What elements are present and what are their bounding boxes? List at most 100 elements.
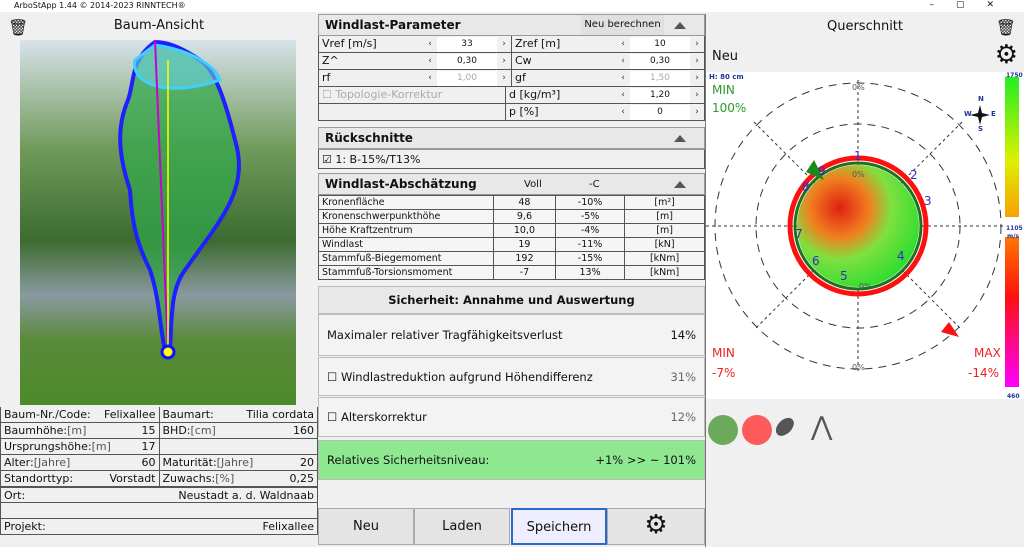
d-label: d [kg/m³] [509, 88, 561, 101]
info-cell[interactable]: Alter:[Jahre] 60 [1, 455, 160, 470]
value-stepper[interactable]: ‹ 10 › [616, 36, 704, 52]
info-cell[interactable]: Baumart: Tilia cordata [162, 408, 315, 421]
ring-label: 0% [852, 170, 865, 179]
param-row: Vref [m/s] ‹ 33 › Zref [m] ‹ 10 › [318, 36, 705, 53]
info-row: Ursprungshöhe:[m] 17 [0, 439, 318, 455]
info-cell[interactable]: BHD:[cm] 160 [162, 424, 315, 437]
recalculate-button[interactable]: Neu berechnen [581, 15, 664, 35]
d-stepper[interactable]: ‹ 1,20 › [616, 87, 704, 103]
max-red-value: -14% [968, 366, 999, 380]
rueckschnitt-item[interactable]: ☑ 1: B-15%/T13% [318, 149, 705, 169]
trash-icon[interactable]: 🗑 [8, 18, 29, 37]
sensor-label: 3 [924, 194, 932, 208]
compass-icon: NW ES [964, 95, 996, 133]
hoehe-row[interactable]: ☐ Windlastreduktion aufgrund Höhendiffer… [318, 357, 705, 396]
svg-text:S: S [978, 125, 983, 133]
info-cell[interactable]: Zuwachs:[%] 0,25 [162, 472, 315, 485]
panel-title: Querschnitt [826, 19, 904, 34]
topologie-checkbox[interactable]: ☐ Topologie-Korrektur [319, 87, 506, 103]
settings-gear-icon[interactable]: ⚙ [607, 508, 705, 545]
table-row: Kronenschwerpunkthöhe 9,6 -5% [m] [318, 209, 705, 224]
trash-icon[interactable]: 🗑 [995, 18, 1016, 37]
height-label: H: 80 cm [709, 73, 744, 81]
abschaetzung-table: Kronenfläche 48 -10% [m²] Kronenschwerpunkth… [318, 195, 705, 280]
sicherheitsniveau-row: Relatives Sicherheitsniveau: +1% >> ~ 101… [318, 440, 705, 480]
min-green-label: MIN [712, 83, 735, 97]
laden-button[interactable]: Laden [414, 508, 510, 545]
scale-bot: 460 [1007, 393, 1020, 399]
table-row: Höhe Kraftzentrum 10,0 -4% [m] [318, 223, 705, 238]
sensor-label: 5 [840, 269, 848, 283]
section-name: Neu [712, 49, 738, 64]
green-marker-button[interactable] [708, 415, 738, 445]
collapse-icon[interactable] [674, 135, 686, 142]
panel-title: Baum-Ansicht [113, 18, 205, 33]
info-cell[interactable]: Baumhöhe:[m] 15 [1, 423, 160, 438]
value-stepper[interactable]: ‹ 33 › [423, 36, 511, 52]
red-marker-button[interactable] [742, 415, 772, 445]
param-row: rf ‹ 1,00 › gf ‹ 1,50 › [318, 70, 705, 87]
scale-unit: m/s [1007, 233, 1019, 240]
value-stepper[interactable]: ‹ 0,30 › [616, 53, 704, 69]
left-panel: 🗑 Baum-Ansicht Baum-Nr./Code: Felixallee B… [0, 13, 318, 547]
tree-info-table: Baum-Nr./Code: Felixallee Baumart: Tilia co… [0, 407, 318, 535]
ort-label: Ort: [4, 489, 26, 502]
sensor-label: 7 [795, 227, 803, 241]
col-voll: Voll [524, 179, 542, 190]
min-green-value: 100% [712, 101, 746, 115]
alter-row[interactable]: ☐ Alterskorrektur 12% [318, 397, 705, 437]
eraser-icon[interactable]: ⬮ [768, 410, 801, 444]
ring-label: 0% [852, 83, 865, 92]
info-cell[interactable] [160, 439, 318, 454]
scale-top: 1750 [1006, 72, 1023, 79]
ring-label: 0% [859, 282, 872, 291]
sensor-label: 8 [802, 180, 810, 194]
empty-row [0, 503, 318, 519]
north-arrow-icon[interactable]: ⋀ [811, 412, 833, 442]
info-row: Baumhöhe:[m] 15 BHD:[cm] 160 [0, 423, 318, 439]
table-row: Stammfuß-Biegemoment 192 -15% [kNm] [318, 251, 705, 266]
sensor-label: 9 [818, 164, 826, 178]
collapse-icon[interactable] [674, 181, 686, 188]
scale-mid: 1105 [1006, 225, 1023, 232]
svg-text:W: W [964, 110, 972, 118]
max-red-label: MAX [974, 346, 1001, 360]
app-title: ArboStApp 1.44 © 2014-2023 RINNTECH® [14, 1, 186, 10]
info-cell[interactable]: Standorttyp: Vorstadt [1, 471, 160, 486]
collapse-icon[interactable] [674, 22, 686, 29]
info-row: Baum-Nr./Code: Felixallee Baumart: Tilia co… [0, 407, 318, 423]
rueckschnitte-header: Rückschnitte [318, 127, 705, 149]
value-stepper[interactable]: ‹ 0,30 › [423, 53, 511, 69]
info-cell[interactable]: Ursprungshöhe:[m] 17 [1, 439, 160, 454]
settings-gear-icon[interactable]: ⚙ [994, 40, 1018, 70]
table-row: Stammfuß-Torsionsmoment -7 13% [kNm] [318, 265, 705, 280]
ort-value[interactable]: Neustadt a. d. Waldnaab [178, 489, 314, 502]
title-bar: ArboStApp 1.44 © 2014-2023 RINNTECH® [0, 0, 1024, 12]
p-label: p [%] [509, 105, 539, 118]
max-verlust-row: Maximaler relativer Tragfähigkeitsverlus… [318, 314, 705, 356]
value-stepper[interactable]: ‹ 1,50 › [616, 70, 704, 86]
speichern-button[interactable]: Speichern [511, 508, 607, 545]
projekt-value[interactable]: Felixallee [262, 520, 314, 533]
windlast-parameter-header: Windlast-Parameter Neu berechnen [318, 14, 705, 36]
p-stepper[interactable]: ‹ 0 › [616, 104, 704, 120]
col-c: -C [589, 179, 600, 190]
table-row: Kronenfläche 48 -10% [m²] [318, 195, 705, 210]
sensor-label: 1 [854, 149, 862, 163]
table-row: Windlast 19 -11% [kN] [318, 237, 705, 252]
min-red-value: -7% [712, 366, 735, 380]
svg-text:E: E [991, 110, 996, 118]
tree-photo[interactable] [20, 40, 296, 405]
abschaetzung-header: Windlast-Abschätzung Voll -C [318, 173, 705, 195]
info-row: Standorttyp: Vorstadt Zuwachs:[%] 0,25 [0, 471, 318, 487]
value-stepper[interactable]: ‹ 1,00 › [423, 70, 511, 86]
neu-button[interactable]: Neu [318, 508, 414, 545]
sensor-label: 2 [910, 168, 918, 182]
info-cell[interactable]: Maturität:[Jahre] 20 [162, 456, 315, 469]
window-controls[interactable]: –▢✕ [929, 0, 1016, 10]
info-cell[interactable]: Baum-Nr./Code: Felixallee [1, 407, 160, 422]
sensor-label: 4 [897, 249, 905, 263]
param-row: Z^ ‹ 0,30 › Cw ‹ 0,30 › [318, 53, 705, 70]
